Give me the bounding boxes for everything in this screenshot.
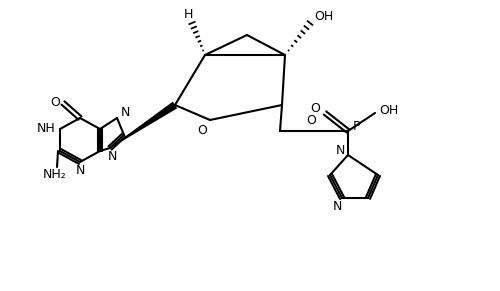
Text: P: P (352, 120, 360, 132)
Text: N: N (108, 150, 116, 162)
Text: O: O (197, 123, 207, 136)
Text: NH: NH (36, 123, 56, 136)
Polygon shape (110, 102, 177, 148)
Text: O: O (310, 102, 320, 114)
Text: N: N (76, 164, 84, 178)
Text: NH₂: NH₂ (43, 168, 67, 182)
Text: N: N (120, 106, 130, 118)
Text: OH: OH (380, 104, 398, 118)
Text: O: O (50, 97, 60, 109)
Text: H: H (184, 8, 192, 22)
Text: O: O (306, 114, 316, 127)
Text: N: N (332, 200, 342, 212)
Text: N: N (336, 145, 344, 157)
Text: OH: OH (314, 10, 334, 24)
